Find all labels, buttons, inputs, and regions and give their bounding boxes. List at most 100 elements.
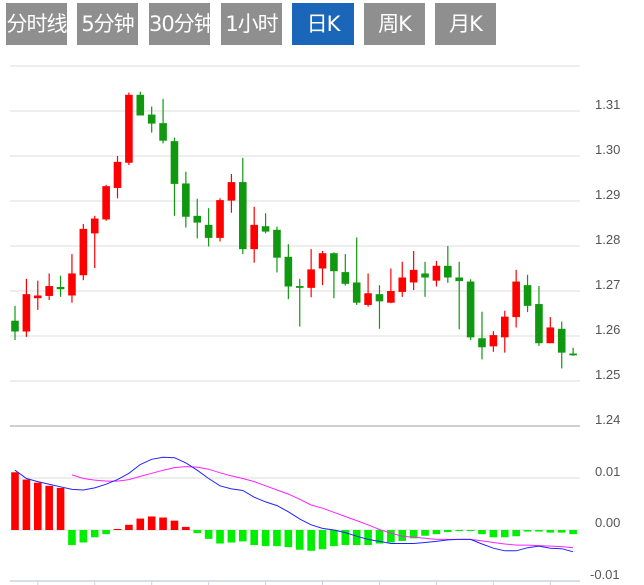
macd-bar xyxy=(364,530,372,546)
candle-body xyxy=(466,281,475,338)
candles xyxy=(11,91,577,369)
candle-body xyxy=(22,294,31,332)
tab-1hour[interactable]: 1小时 xyxy=(221,3,282,45)
candle-body xyxy=(330,253,338,272)
candle-body xyxy=(546,327,555,344)
macd-bar xyxy=(102,530,110,535)
macd-bar xyxy=(11,472,19,530)
candle-body xyxy=(318,253,327,269)
macd-bar xyxy=(352,530,361,546)
macd-bar xyxy=(295,530,304,550)
price-tick: 1.31 xyxy=(595,97,620,112)
tab-5min[interactable]: 5分钟 xyxy=(77,3,138,45)
candle-body xyxy=(307,269,315,288)
tab-daily-k[interactable]: 日K xyxy=(292,3,354,45)
candle-body xyxy=(409,269,418,283)
macd-bar xyxy=(523,530,532,532)
price-axis: 1.31 1.30 1.29 1.28 1.27 1.26 1.25 1.24 … xyxy=(590,97,620,582)
macd-tick: -0.01 xyxy=(590,567,620,582)
candle-body xyxy=(68,273,76,296)
candle-body xyxy=(159,123,167,141)
macd-bar xyxy=(193,530,202,534)
candle-body xyxy=(79,228,88,276)
candle-body xyxy=(500,316,509,338)
tab-intraday[interactable]: 分时线 xyxy=(6,3,68,45)
macd-bar xyxy=(432,530,441,535)
macd-bar xyxy=(113,528,122,530)
macd-bar xyxy=(170,520,179,530)
macd-bar xyxy=(455,530,464,532)
candle-body xyxy=(387,291,395,303)
macd-bar xyxy=(56,487,65,530)
candle-body xyxy=(569,353,577,356)
macd-bar xyxy=(216,530,224,544)
macd-bar xyxy=(68,530,76,546)
macd-bar xyxy=(375,530,384,544)
macd-tick: 0.00 xyxy=(595,515,620,530)
macd-bar xyxy=(250,530,258,546)
candle-body xyxy=(45,286,53,296)
macd-bar xyxy=(500,530,509,538)
candle-body xyxy=(56,286,65,290)
candle-body xyxy=(455,277,464,282)
macd-tick: 0.01 xyxy=(595,464,620,479)
macd-bar xyxy=(512,530,520,537)
macd-bar xyxy=(90,530,99,538)
macd-bar xyxy=(261,530,270,547)
tab-weekly-k[interactable]: 周K xyxy=(364,3,425,45)
macd-bar xyxy=(535,530,543,532)
candle-body xyxy=(170,141,179,184)
macd-bar xyxy=(421,530,429,536)
candle-body xyxy=(227,182,236,201)
macd-bar xyxy=(284,530,293,548)
macd-bar xyxy=(239,530,247,542)
candle-body xyxy=(125,94,133,163)
macd-bar xyxy=(569,530,577,535)
macd-bar xyxy=(330,530,338,547)
tab-30min[interactable]: 30分钟 xyxy=(149,3,215,45)
macd-bar xyxy=(159,517,167,530)
candle-body xyxy=(90,218,99,234)
macd-bar xyxy=(546,530,555,533)
macd-bar xyxy=(489,530,498,538)
candle-body xyxy=(535,304,543,344)
macd-bar xyxy=(22,479,31,530)
candle-body xyxy=(432,265,441,281)
macd-bar xyxy=(227,530,236,543)
price-tick: 1.28 xyxy=(595,232,620,247)
grid xyxy=(10,65,580,585)
macd-bar xyxy=(557,530,566,533)
macd-bar xyxy=(307,530,315,551)
candle-body xyxy=(273,229,281,258)
price-tick: 1.24 xyxy=(595,412,620,427)
dea-line xyxy=(71,466,574,549)
candle-body xyxy=(512,281,520,318)
candle-body xyxy=(182,183,190,217)
macd-bar xyxy=(79,530,88,543)
candle-body xyxy=(136,94,145,116)
macd-bar xyxy=(444,530,452,533)
macd-bar xyxy=(387,530,395,543)
macd-bar xyxy=(147,516,156,530)
candle-body xyxy=(421,273,429,278)
candle-body xyxy=(284,256,293,287)
price-tick: 1.30 xyxy=(595,142,620,157)
candle-body xyxy=(239,182,247,250)
macd-bar xyxy=(409,530,418,539)
candle-body xyxy=(261,226,270,232)
candle-body xyxy=(489,335,498,347)
price-tick: 1.25 xyxy=(595,367,620,382)
macd-bar xyxy=(204,530,213,539)
tab-monthly-k[interactable]: 月K xyxy=(435,3,496,45)
candle-body xyxy=(444,265,452,278)
macd-bar xyxy=(136,518,145,530)
candle-body xyxy=(33,295,42,299)
price-tick: 1.27 xyxy=(595,277,620,292)
candle-body xyxy=(341,272,350,284)
candle-body xyxy=(523,285,532,306)
candle-body xyxy=(250,224,258,250)
price-tick: 1.29 xyxy=(595,187,620,202)
macd-bar xyxy=(341,530,350,546)
candle-body xyxy=(295,286,304,288)
